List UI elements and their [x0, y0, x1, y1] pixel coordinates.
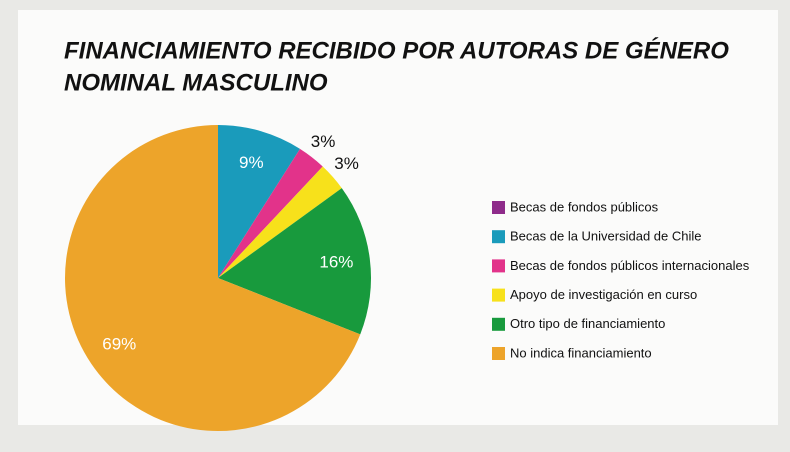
pie-slice	[218, 148, 323, 278]
legend-label: Otro tipo de financiamiento	[510, 316, 665, 331]
pie-slice	[218, 166, 342, 278]
data-label: 9%	[239, 153, 264, 172]
pie-slice	[218, 125, 300, 278]
legend-swatch	[492, 230, 505, 244]
legend-label: Becas de fondos públicos	[510, 199, 659, 214]
legend-swatch	[492, 259, 505, 273]
legend-label: Apoyo de investigación en curso	[510, 287, 697, 302]
data-label: 69%	[102, 335, 136, 354]
legend-label: Becas de fondos públicos internacionales	[510, 258, 750, 273]
legend-swatch	[492, 288, 505, 302]
data-label: 3%	[334, 154, 359, 173]
legend-label: Becas de la Universidad de Chile	[510, 229, 702, 244]
chart-title: NOMINAL MASCULINO	[64, 69, 328, 96]
pie-slice	[218, 188, 371, 335]
legend-swatch	[492, 317, 505, 331]
legend-label: No indica financiamiento	[510, 345, 652, 360]
chart-title: FINANCIAMIENTO RECIBIDO POR AUTORAS DE G…	[64, 36, 729, 64]
data-label: 16%	[319, 253, 353, 272]
legend-swatch	[492, 347, 505, 360]
data-label: 3%	[311, 132, 336, 151]
pie-slice	[65, 125, 361, 431]
legend-swatch	[492, 201, 505, 214]
